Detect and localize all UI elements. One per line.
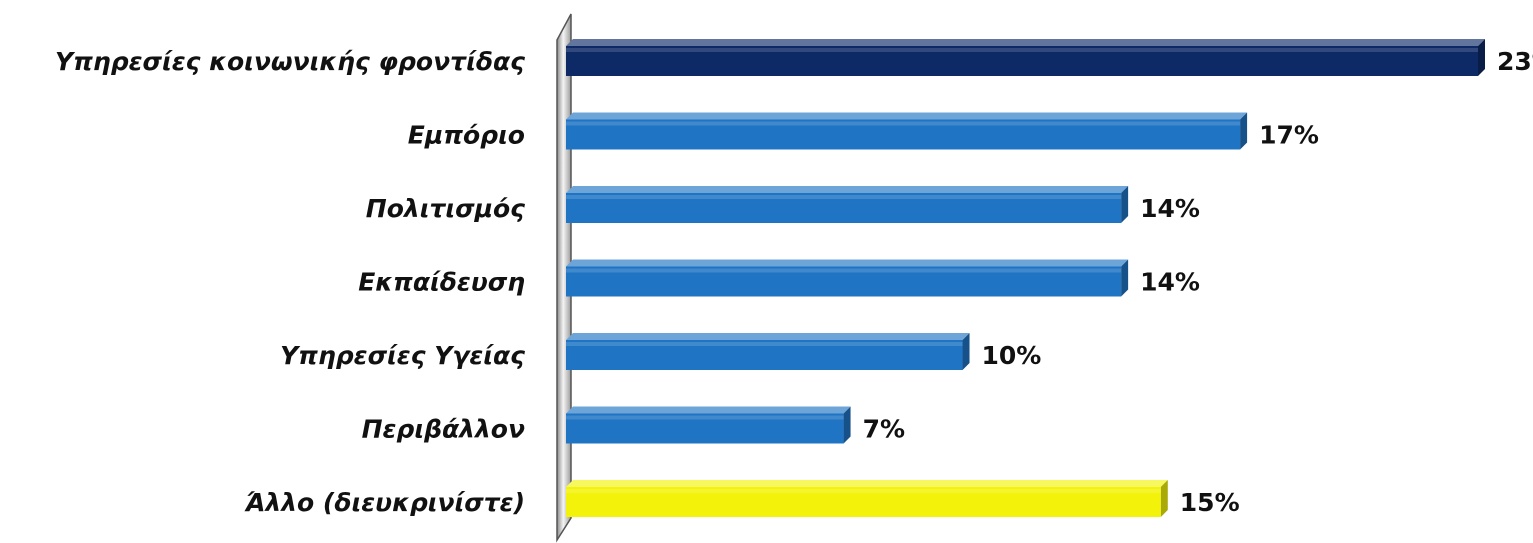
bar-highlight xyxy=(566,195,1122,199)
bar-top xyxy=(566,39,1485,46)
bar-side xyxy=(1121,259,1129,297)
value-label: 15% xyxy=(1180,488,1240,517)
value-labels: 23% 17% 14% 14% 10% 7% 15% xyxy=(863,47,1533,517)
value-label: 14% xyxy=(1140,194,1200,223)
bar-top xyxy=(566,333,970,340)
value-label: 7% xyxy=(863,415,905,444)
value-label: 23% xyxy=(1497,47,1533,76)
bars-layer xyxy=(566,39,1485,517)
bar xyxy=(566,186,1129,223)
bar-side xyxy=(962,333,970,370)
bar-top xyxy=(566,112,1248,120)
bar-side xyxy=(843,406,851,444)
category-label: Υπηρεσίες κοινωνικής φροντίδας xyxy=(55,47,525,76)
bar xyxy=(566,39,1485,76)
bar xyxy=(566,406,851,444)
category-label: Εμπόριο xyxy=(408,121,525,150)
bar-side xyxy=(1240,112,1248,150)
bar-highlight xyxy=(566,489,1161,493)
bar-highlight xyxy=(566,268,1122,273)
category-label: Υπηρεσίες Υγείας xyxy=(280,341,525,370)
bar xyxy=(566,259,1129,297)
bar xyxy=(566,480,1168,517)
value-label: 10% xyxy=(982,341,1042,370)
value-label: 17% xyxy=(1259,121,1319,150)
category-label: Περιβάλλον xyxy=(362,415,525,444)
value-label: 14% xyxy=(1140,268,1200,297)
bar-top xyxy=(566,259,1129,267)
category-label: Πολιτισμός xyxy=(366,194,525,223)
bar-highlight xyxy=(566,415,844,420)
bar-highlight xyxy=(566,121,1241,126)
bar-side xyxy=(1478,39,1485,76)
bar-highlight xyxy=(566,48,1478,52)
bar xyxy=(566,333,970,370)
bar-top xyxy=(566,406,851,414)
bar-highlight xyxy=(566,342,963,346)
bar-side xyxy=(1160,480,1168,517)
category-label: Άλλο (διευκρινίστε) xyxy=(243,488,525,517)
bar-top xyxy=(566,186,1129,193)
bar xyxy=(566,112,1248,150)
bar-side xyxy=(1121,186,1129,223)
category-label: Εκπαίδευση xyxy=(358,268,525,297)
category-labels: Υπηρεσίες κοινωνικής φροντίδας Εμπόριο Πολ… xyxy=(55,47,525,517)
bar-top xyxy=(566,480,1168,487)
